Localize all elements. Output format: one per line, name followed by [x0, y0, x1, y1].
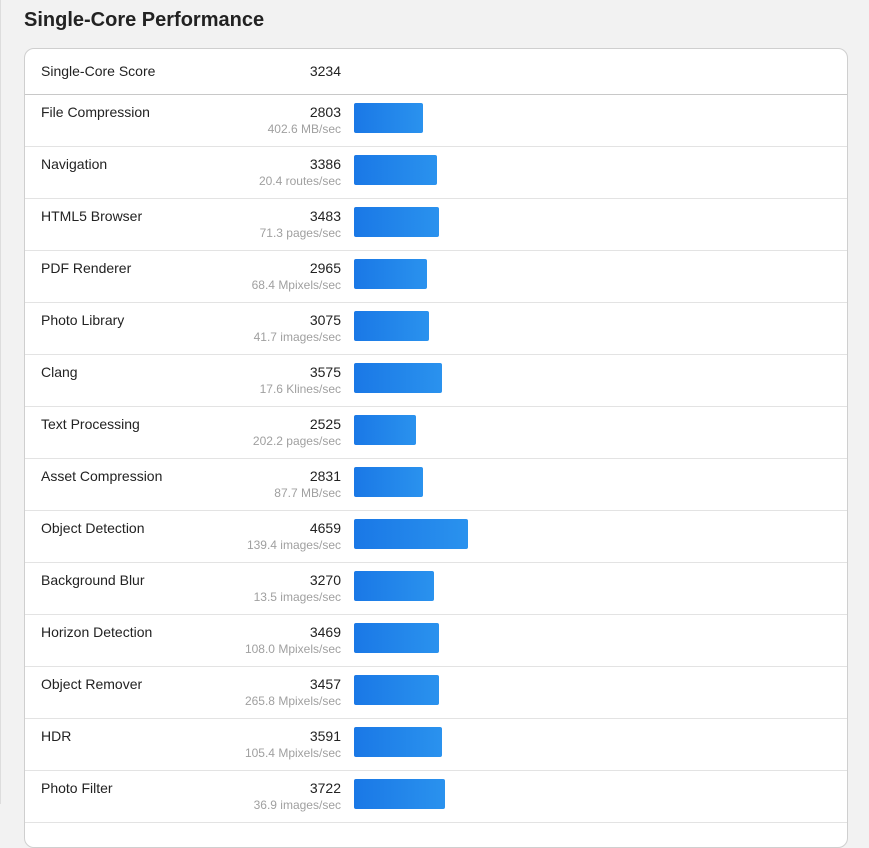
- summary-score: 3234: [309, 63, 341, 79]
- summary-row: Single-Core Score 3234: [25, 49, 847, 95]
- benchmark-name: Text Processing: [41, 416, 140, 432]
- benchmark-row: HDR 3591 105.4 Mpixels/sec: [25, 719, 847, 771]
- benchmark-row: Clang 3575 17.6 Klines/sec: [25, 355, 847, 407]
- benchmark-throughput: 87.7 MB/sec: [274, 486, 341, 500]
- benchmark-row: Photo Library 3075 41.7 images/sec: [25, 303, 847, 355]
- benchmark-bar: [354, 415, 416, 445]
- benchmark-throughput: 265.8 Mpixels/sec: [244, 694, 341, 708]
- benchmark-name: HTML5 Browser: [41, 208, 143, 224]
- benchmark-bar: [354, 467, 423, 497]
- benchmark-name: Clang: [41, 364, 78, 380]
- benchmark-score: 2525: [309, 416, 341, 432]
- benchmark-name: HDR: [41, 728, 72, 744]
- benchmark-score: 2803: [309, 104, 341, 120]
- benchmark-throughput: 202.2 pages/sec: [252, 434, 341, 448]
- benchmark-bar: [354, 103, 423, 133]
- benchmark-name: File Compression: [41, 104, 150, 120]
- benchmark-bar: [354, 675, 439, 705]
- benchmark-name: Navigation: [41, 156, 108, 172]
- benchmark-row: HTML5 Browser 3483 71.3 pages/sec: [25, 199, 847, 251]
- benchmark-throughput: 20.4 routes/sec: [258, 174, 341, 188]
- benchmark-row: PDF Renderer 2965 68.4 Mpixels/sec: [25, 251, 847, 303]
- benchmark-bar: [354, 207, 439, 237]
- results-card: Single-Core Score 3234 File Compression …: [24, 48, 848, 848]
- benchmark-throughput: 36.9 images/sec: [253, 798, 341, 812]
- benchmark-row: Photo Filter 3722 36.9 images/sec: [25, 771, 847, 823]
- benchmark-throughput: 13.5 images/sec: [253, 590, 341, 604]
- benchmark-name: Horizon Detection: [41, 624, 153, 640]
- benchmark-name: PDF Renderer: [41, 260, 132, 276]
- benchmark-score: 3722: [309, 780, 341, 796]
- benchmark-throughput: 68.4 Mpixels/sec: [251, 278, 341, 292]
- benchmark-score: 3483: [309, 208, 341, 224]
- benchmark-name: Object Remover: [41, 676, 143, 692]
- benchmark-row: Text Processing 2525 202.2 pages/sec: [25, 407, 847, 459]
- page-title: Single-Core Performance: [24, 9, 265, 31]
- benchmark-row: Object Remover 3457 265.8 Mpixels/sec: [25, 667, 847, 719]
- benchmark-bar: [354, 623, 439, 653]
- benchmark-row: Navigation 3386 20.4 routes/sec: [25, 147, 847, 199]
- benchmark-score: 4659: [309, 520, 341, 536]
- benchmark-row: File Compression 2803 402.6 MB/sec: [25, 95, 847, 147]
- benchmark-row: Background Blur 3270 13.5 images/sec: [25, 563, 847, 615]
- benchmark-score: 2831: [309, 468, 341, 484]
- benchmark-name: Asset Compression: [41, 468, 163, 484]
- benchmark-throughput: 71.3 pages/sec: [259, 226, 341, 240]
- benchmark-score: 3469: [309, 624, 341, 640]
- benchmark-row: Asset Compression 2831 87.7 MB/sec: [25, 459, 847, 511]
- benchmark-name: Photo Filter: [41, 780, 113, 796]
- benchmark-bar: [354, 779, 445, 809]
- benchmark-score: 3386: [309, 156, 341, 172]
- benchmark-bar: [354, 571, 434, 601]
- benchmark-row: Horizon Detection 3469 108.0 Mpixels/sec: [25, 615, 847, 667]
- benchmark-row: Object Detection 4659 139.4 images/sec: [25, 511, 847, 563]
- benchmark-name: Object Detection: [41, 520, 145, 536]
- benchmark-bar: [354, 519, 468, 549]
- benchmark-throughput: 41.7 images/sec: [253, 330, 341, 344]
- benchmark-score: 2965: [309, 260, 341, 276]
- benchmark-name: Background Blur: [41, 572, 145, 588]
- benchmark-bar: [354, 155, 437, 185]
- benchmark-throughput: 17.6 Klines/sec: [259, 382, 341, 396]
- benchmark-bar: [354, 727, 442, 757]
- benchmark-score: 3591: [309, 728, 341, 744]
- benchmark-score: 3575: [309, 364, 341, 380]
- benchmark-bar: [354, 363, 442, 393]
- benchmark-throughput: 108.0 Mpixels/sec: [244, 642, 341, 656]
- summary-label: Single-Core Score: [41, 63, 156, 79]
- benchmark-bar: [354, 259, 427, 289]
- benchmark-score: 3457: [309, 676, 341, 692]
- benchmark-throughput: 402.6 MB/sec: [267, 122, 341, 136]
- benchmark-score: 3270: [309, 572, 341, 588]
- benchmark-throughput: 105.4 Mpixels/sec: [244, 746, 341, 760]
- benchmark-throughput: 139.4 images/sec: [246, 538, 341, 552]
- benchmark-name: Photo Library: [41, 312, 125, 328]
- benchmark-score: 3075: [309, 312, 341, 328]
- benchmark-bar: [354, 311, 429, 341]
